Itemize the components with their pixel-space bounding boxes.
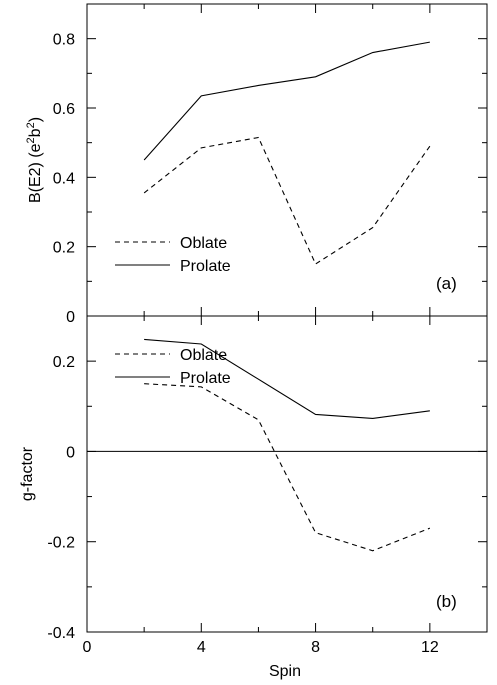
series-line-prolate <box>144 338 430 420</box>
legend-b-oblate-label: Oblate <box>180 347 227 364</box>
series-line-prolate <box>143 41 430 161</box>
legend-a-oblate-label: Oblate <box>180 235 227 252</box>
panel-b-ylabel: g-factor <box>19 446 36 501</box>
xtick-label: 12 <box>421 639 439 656</box>
panel-a-lines <box>143 41 431 265</box>
panel-a-ytick-labels: 0 0.2 0.4 0.6 0.8 <box>53 32 75 326</box>
panel-a: 0 0.2 0.4 0.6 0.8 B(E2) (e2b2) Oblate Prolat… <box>25 3 488 326</box>
ytick-label: -0.4 <box>47 625 75 642</box>
panel-b-xlabel: Spin <box>269 663 301 680</box>
panel-a-ylabel: B(E2) (e2b2) <box>25 117 44 203</box>
xtick-label: 4 <box>197 639 206 656</box>
xtick-label: 0 <box>83 639 92 656</box>
panel-a-frame <box>86 3 488 317</box>
panel-b: -0.4 -0.2 0 0.2 0 4 8 12 g-factor Spin Oblate … <box>19 315 488 680</box>
ytick-label: 0.8 <box>53 32 75 49</box>
ytick-label: 0.6 <box>53 101 75 118</box>
panel-b-ticks <box>86 315 488 633</box>
legend-a-prolate-label: Prolate <box>180 258 231 275</box>
panel-b-label: (b) <box>436 592 457 611</box>
panel-b-frame <box>86 315 488 633</box>
ytick-label: 0 <box>66 444 75 461</box>
ytick-label: 0.2 <box>53 354 75 371</box>
ytick-label: -0.2 <box>47 535 75 552</box>
ytick-label: 0.2 <box>53 240 75 257</box>
legend-b-prolate-label: Prolate <box>180 370 231 387</box>
panel-a-legend: Oblate Prolate <box>115 235 231 275</box>
xtick-label: 8 <box>311 639 320 656</box>
panel-b-lines <box>144 338 431 552</box>
ytick-label: 0.4 <box>53 170 75 187</box>
panel-b-xtick-labels: 0 4 8 12 <box>83 639 439 656</box>
ytick-label: 0 <box>66 309 75 326</box>
series-line-oblate <box>144 383 431 552</box>
panel-a-ticks <box>86 3 488 317</box>
panel-b-legend: Oblate Prolate <box>115 347 231 387</box>
panel-a-label: (a) <box>436 274 457 293</box>
series-line-oblate <box>143 136 431 265</box>
panel-b-ytick-labels: -0.4 -0.2 0 0.2 <box>47 354 75 642</box>
